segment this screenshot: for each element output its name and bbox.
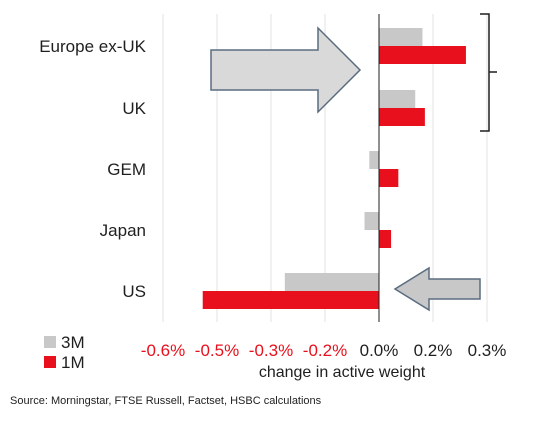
- bar-1m-europe-ex-uk: [379, 46, 466, 64]
- x-tick-label-1: -0.5%: [195, 341, 239, 360]
- bar-3m-gem: [369, 151, 379, 169]
- right-arrow-annotation: [210, 26, 362, 114]
- x-tick-labels: -0.6% -0.5% -0.3% -0.2% 0.0% 0.2% 0.3%: [141, 341, 507, 360]
- x-axis-label: change in active weight: [259, 364, 426, 381]
- bar-1m-uk: [379, 108, 425, 126]
- legend: 3M 1M: [44, 333, 85, 372]
- category-label-us: US: [122, 282, 146, 301]
- bar-3m-europe-ex-uk: [379, 28, 423, 46]
- category-label-japan: Japan: [100, 221, 146, 240]
- bar-3m-uk: [379, 90, 416, 108]
- bars: [202, 28, 466, 309]
- x-tick-label-2: -0.3%: [249, 341, 293, 360]
- x-tick-label-0: -0.6%: [141, 341, 185, 360]
- bar-3m-japan: [364, 212, 379, 230]
- bar-3m-us: [284, 273, 379, 291]
- category-labels: Europe ex-UK UK GEM Japan US: [39, 37, 146, 301]
- bar-1m-us: [202, 291, 379, 309]
- category-label-europe-ex-uk: Europe ex-UK: [39, 37, 146, 56]
- legend-swatch-3m: [44, 336, 56, 348]
- category-label-uk: UK: [122, 99, 146, 118]
- chart: Europe ex-UK UK GEM Japan US -0.6% -0.5% -0.3%…: [39, 13, 507, 381]
- x-tick-label-6: 0.3%: [468, 341, 507, 360]
- legend-label-1m: 1M: [61, 353, 85, 372]
- bracket-annotation: [480, 13, 497, 132]
- legend-label-3m: 3M: [61, 333, 85, 352]
- category-label-gem: GEM: [107, 160, 146, 179]
- x-tick-label-3: -0.2%: [303, 341, 347, 360]
- bar-1m-japan: [379, 230, 392, 248]
- x-tick-label-4: 0.0%: [360, 341, 399, 360]
- bar-1m-gem: [379, 169, 399, 187]
- legend-swatch-1m: [44, 356, 56, 368]
- source-note: Source: Morningstar, FTSE Russell, Facts…: [10, 395, 322, 407]
- left-arrow-annotation: [393, 266, 481, 312]
- x-tick-label-5: 0.2%: [414, 341, 453, 360]
